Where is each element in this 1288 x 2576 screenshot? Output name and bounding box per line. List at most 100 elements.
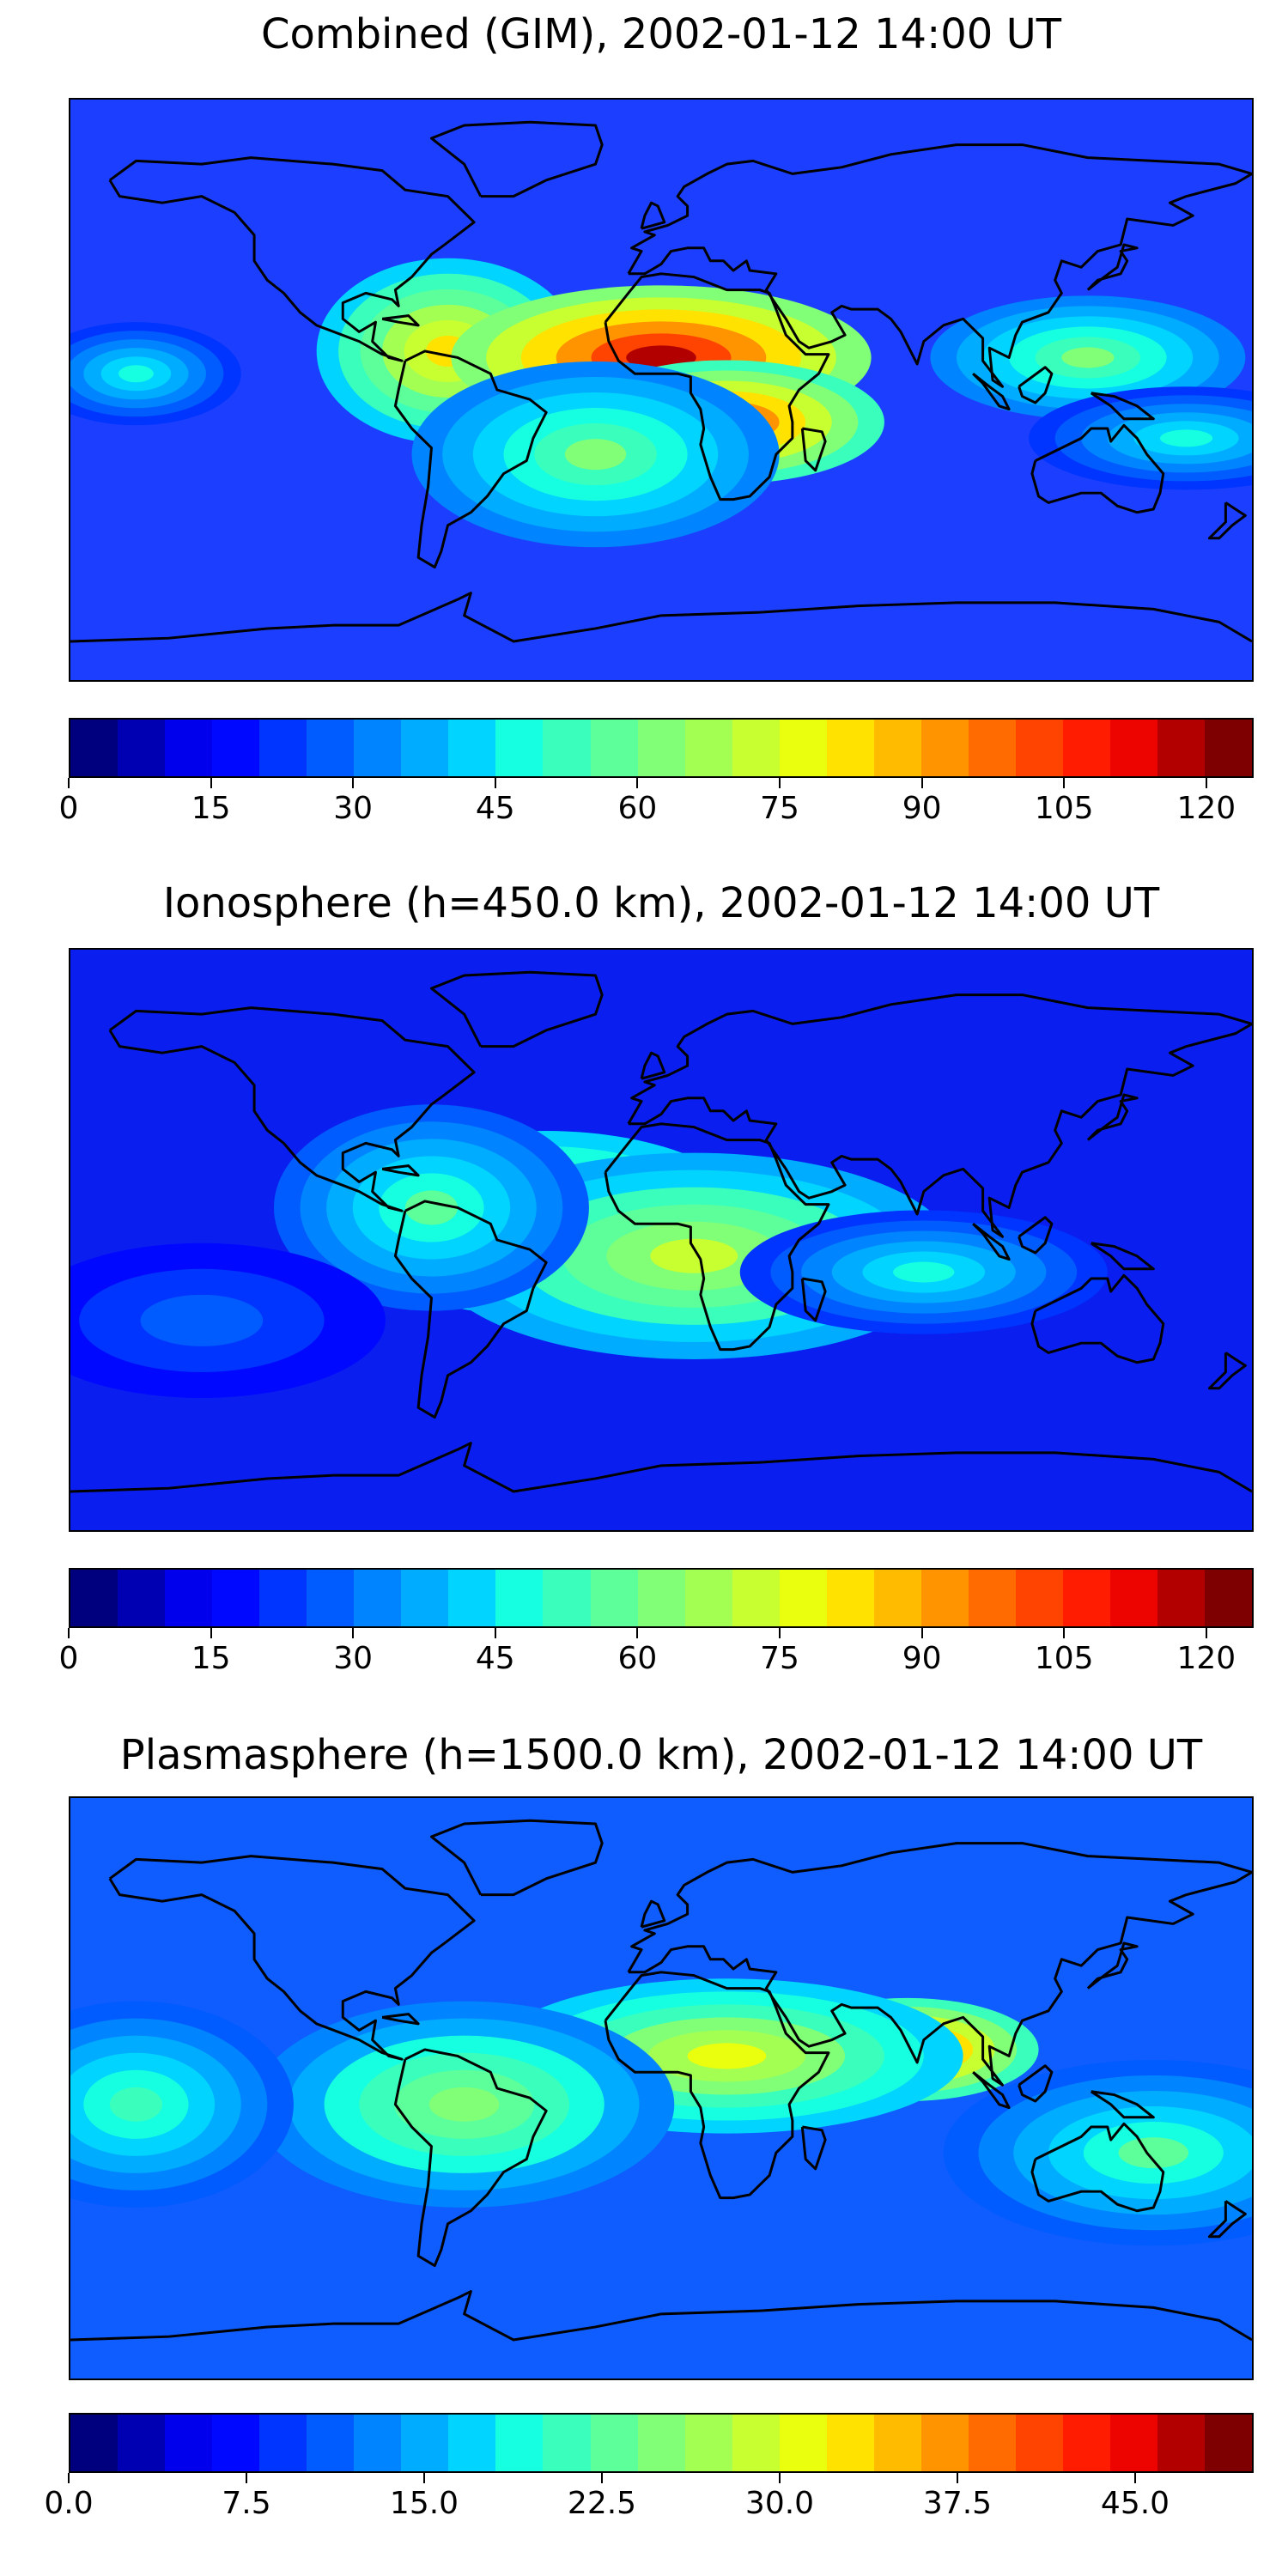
coastline-7 xyxy=(70,2290,1252,2342)
coastline-13 xyxy=(800,2125,827,2171)
colorbar-swatch-16 xyxy=(779,1570,827,1626)
hotspot-4-band-6 xyxy=(893,1261,955,1283)
tick-label: 90 xyxy=(902,791,942,826)
tick-mark xyxy=(1063,778,1066,788)
coastline-2 xyxy=(393,2048,548,2268)
colorbar-swatch-23 xyxy=(1110,720,1158,776)
tick-mark xyxy=(920,778,923,788)
coastline-11 xyxy=(1018,366,1054,404)
colorbar-swatch-12 xyxy=(590,1570,638,1626)
colorbar-swatch-16 xyxy=(779,2415,827,2471)
tick-mark xyxy=(423,2473,425,2483)
coastline-3 xyxy=(627,993,1252,1238)
tick-label: 45.0 xyxy=(1100,2486,1170,2521)
coastline-6 xyxy=(429,120,604,198)
panel-3-title: Plasmasphere (h=1500.0 km), 2002-01-12 1… xyxy=(119,1731,1203,1779)
coastline-6 xyxy=(429,970,604,1048)
colorbar-swatch-14 xyxy=(684,2415,732,2471)
tick-mark xyxy=(920,1628,923,1638)
tick-mark xyxy=(1205,778,1207,788)
colorbar-swatch-18 xyxy=(873,2415,921,2471)
tick-mark xyxy=(636,778,639,788)
colorbar-swatch-24 xyxy=(1157,720,1206,776)
colorbar-swatch-3 xyxy=(165,2415,213,2471)
tick-label: 15 xyxy=(191,791,231,826)
colorbar-swatch-7 xyxy=(354,720,402,776)
colorbar-swatch-2 xyxy=(118,2415,166,2471)
colorbar-swatch-15 xyxy=(732,2415,780,2471)
coastline-14 xyxy=(1207,2200,1247,2239)
hotspot-3-band-6 xyxy=(404,1190,459,1225)
panel-3-hotspots xyxy=(70,1978,1252,2246)
colorbar-swatch-17 xyxy=(826,720,874,776)
coastline-4 xyxy=(604,1122,830,1352)
colorbar-swatch-21 xyxy=(1015,720,1063,776)
coastline-8 xyxy=(640,201,666,230)
tick-label: 0 xyxy=(58,1641,79,1676)
coastline-15 xyxy=(381,1164,420,1177)
colorbar-swatch-11 xyxy=(543,1570,591,1626)
tick-mark xyxy=(779,1628,781,1638)
panel-1-map xyxy=(69,98,1254,682)
coastline-13 xyxy=(800,427,827,472)
colorbar-swatch-17 xyxy=(826,1570,874,1626)
tick-mark xyxy=(636,1628,639,1638)
colorbar-swatch-18 xyxy=(873,1570,921,1626)
coastline-3 xyxy=(627,143,1252,388)
tick-label: 30 xyxy=(333,791,374,826)
colorbar-swatch-25 xyxy=(1205,720,1253,776)
colorbar-swatch-22 xyxy=(1062,2415,1111,2471)
panel-2-hotspots xyxy=(70,1104,1108,1398)
coastline-5 xyxy=(1030,2122,1165,2213)
coastline-12 xyxy=(1090,2090,1155,2119)
tick-label: 0 xyxy=(58,791,79,826)
tick-label: 15.0 xyxy=(389,2486,459,2521)
coastline-15 xyxy=(381,2013,420,2026)
colorbar-swatch-3 xyxy=(165,720,213,776)
panel-2-map-svg xyxy=(70,950,1252,1530)
colorbar-swatch-10 xyxy=(495,2415,544,2471)
tick-label: 120 xyxy=(1176,1641,1236,1676)
coastline-12 xyxy=(1090,392,1155,421)
coastline-5 xyxy=(1030,423,1165,514)
colorbar-swatch-19 xyxy=(920,1570,969,1626)
colorbar-swatch-16 xyxy=(779,720,827,776)
coastline-4 xyxy=(604,272,830,501)
tick-mark xyxy=(68,1628,70,1638)
colorbar-swatch-8 xyxy=(401,2415,449,2471)
colorbar-swatch-20 xyxy=(968,1570,1016,1626)
tick-mark xyxy=(68,2473,70,2483)
tick-mark xyxy=(246,2473,247,2483)
tick-label: 75 xyxy=(760,791,799,826)
coastline-9 xyxy=(1086,1093,1139,1141)
tick-mark xyxy=(1205,1628,1207,1638)
coastline-8 xyxy=(640,1051,666,1080)
coastline-4 xyxy=(604,1971,830,2200)
colorbar-swatch-18 xyxy=(873,720,921,776)
colorbar-swatch-11 xyxy=(543,720,591,776)
colorbar-swatch-1 xyxy=(70,2415,118,2471)
tick-label: 90 xyxy=(902,1641,942,1676)
colorbar-swatch-2 xyxy=(118,720,166,776)
coastline-10 xyxy=(972,2071,1011,2110)
panel-3-map-svg xyxy=(70,1798,1252,2379)
colorbar-swatch-2 xyxy=(118,1570,166,1626)
colorbar-swatch-15 xyxy=(732,1570,780,1626)
tick-mark xyxy=(68,778,70,788)
panel-1-map-svg xyxy=(70,100,1252,680)
tick-label: 30.0 xyxy=(744,2486,815,2521)
hotspot-5-band-6 xyxy=(564,439,627,471)
colorbar-swatch-9 xyxy=(448,2415,496,2471)
colorbar-swatch-12 xyxy=(590,720,638,776)
colorbar-swatch-6 xyxy=(307,720,355,776)
colorbar-swatch-11 xyxy=(543,2415,591,2471)
coastline-1 xyxy=(108,156,476,362)
colorbar-swatch-14 xyxy=(684,1570,732,1626)
colorbar-swatch-17 xyxy=(826,2415,874,2471)
colorbar-swatch-13 xyxy=(637,2415,685,2471)
coastline-12 xyxy=(1090,1242,1155,1271)
panel-2-title: Ionosphere (h=450.0 km), 2002-01-12 14:0… xyxy=(162,879,1160,927)
coastline-14 xyxy=(1207,501,1247,540)
panel-1-colorbar-ticks: 0 15 30 45 60 75 90 105 120 xyxy=(59,778,1254,829)
colorbar-swatch-1 xyxy=(70,720,118,776)
